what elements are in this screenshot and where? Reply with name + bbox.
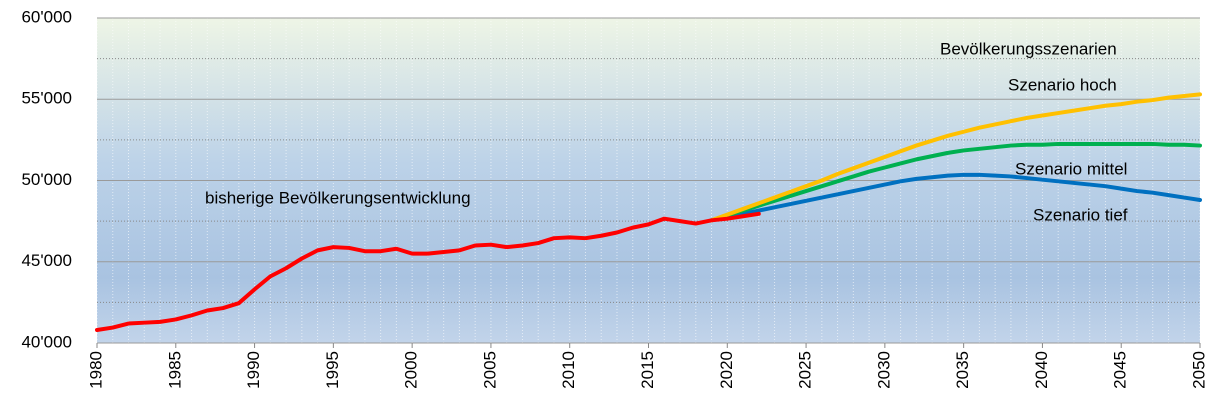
line-series bbox=[709, 92, 1202, 223]
annotation: Bevölkerungsszenarien bbox=[940, 39, 1117, 58]
x-tick-label: 1995 bbox=[323, 351, 342, 389]
x-tick-label: 2045 bbox=[1111, 351, 1130, 389]
line-series bbox=[709, 172, 1202, 223]
line-series bbox=[95, 211, 761, 332]
series-label: bisherige Bevölkerungsentwicklung bbox=[205, 188, 471, 207]
y-tick-label: 55'000 bbox=[21, 89, 72, 108]
x-tick-label: 1985 bbox=[165, 351, 184, 389]
x-tick-label: 2020 bbox=[717, 351, 736, 389]
x-tick-label: 1990 bbox=[244, 351, 263, 389]
x-tick-label: 2025 bbox=[796, 351, 815, 389]
series-label: Szenario mittel bbox=[1015, 159, 1127, 178]
x-tick-label: 2030 bbox=[874, 351, 893, 389]
x-tick-label: 2050 bbox=[1189, 351, 1208, 389]
x-tick-label: 2040 bbox=[1032, 351, 1051, 389]
x-tick-label: 1980 bbox=[86, 351, 105, 389]
series-label: Szenario hoch bbox=[1008, 75, 1117, 94]
line-series bbox=[709, 141, 1202, 223]
x-tick-label: 2015 bbox=[638, 351, 657, 389]
y-tick-label: 45'000 bbox=[21, 251, 72, 270]
x-tick-label: 2005 bbox=[480, 351, 499, 389]
y-tick-label: 50'000 bbox=[21, 170, 72, 189]
x-tick-label: 2035 bbox=[953, 351, 972, 389]
x-tick-label: 2010 bbox=[559, 351, 578, 389]
y-tick-label: 60'000 bbox=[21, 7, 72, 26]
x-tick-label: 2000 bbox=[402, 351, 421, 389]
y-tick-label: 40'000 bbox=[21, 332, 72, 351]
series-label: Szenario tief bbox=[1033, 205, 1128, 224]
